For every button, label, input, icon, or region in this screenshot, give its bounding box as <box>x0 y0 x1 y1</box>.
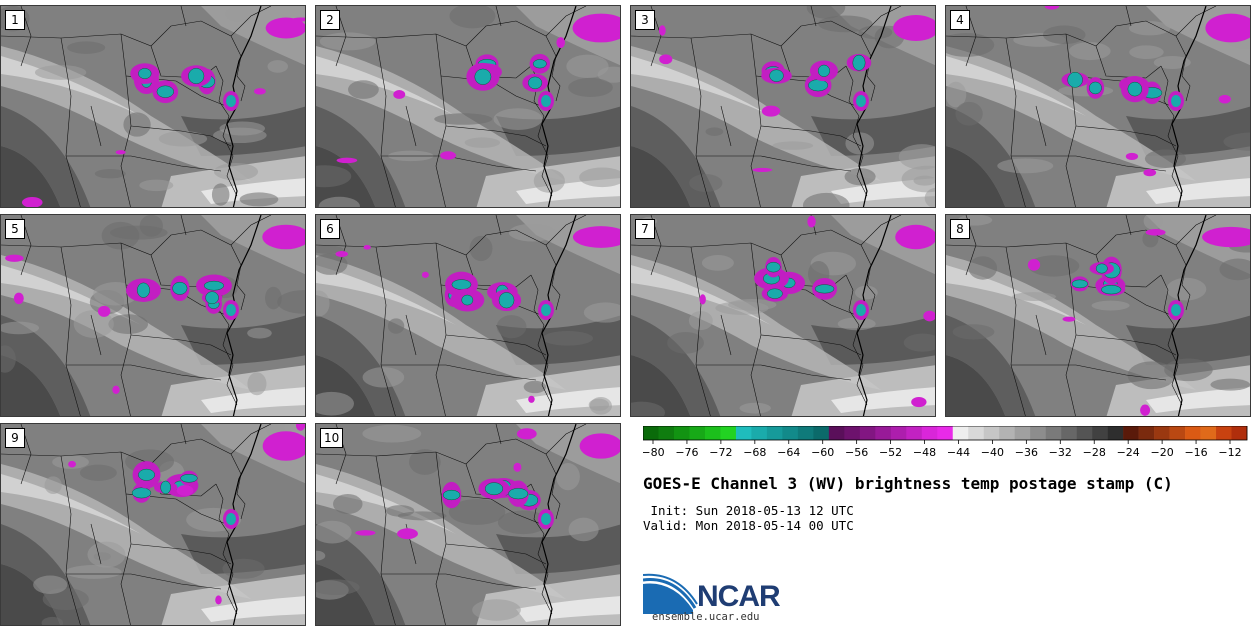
map-panel-9: 9 <box>0 423 306 626</box>
colorbar-segment <box>983 426 1000 440</box>
colorbar-segment <box>875 426 892 440</box>
panel-number-label: 9 <box>5 428 25 448</box>
colorbar-tick-label: −72 <box>709 446 732 459</box>
colorbar-tick-label: −12 <box>1218 446 1241 459</box>
colorbar-tick-label: −76 <box>675 446 698 459</box>
colorbar-segment <box>735 426 752 440</box>
colorbar-segment <box>673 426 690 440</box>
site-url: ensemble.ucar.edu <box>652 611 760 623</box>
panel-number-label: 6 <box>320 219 340 239</box>
colorbar-segment <box>1076 426 1093 440</box>
colorbar-segment <box>766 426 783 440</box>
colorbar-segment <box>1092 426 1108 440</box>
colorbar-tick-label: −24 <box>1117 446 1140 459</box>
satellite-map <box>1 215 305 416</box>
colorbar-segment <box>952 426 969 440</box>
ncar-wordmark: NCAR <box>697 580 781 613</box>
colorbar-tick-label: −20 <box>1151 446 1174 459</box>
init-time: Init: Sun 2018-05-13 12 UTC <box>643 503 854 518</box>
colorbar-tick-label: −64 <box>777 446 800 459</box>
colorbar-tick-label: −40 <box>981 446 1004 459</box>
colorbar-segment <box>1061 426 1077 440</box>
colorbar-segment <box>890 426 907 440</box>
satellite-map <box>316 6 620 207</box>
panel-number-label: 1 <box>5 10 25 30</box>
colorbar: −80 −76 −72 −68 −64 −60 −56 −52 −48 −44 −40 −36 −32−… <box>643 426 1248 459</box>
colorbar-segment <box>658 426 675 440</box>
colorbar-segment <box>1030 426 1046 440</box>
panel-number-label: 4 <box>950 10 970 30</box>
colorbar-tick-label: −68 <box>743 446 766 459</box>
colorbar-segment <box>704 426 721 440</box>
panel-number-label: 10 <box>320 428 344 448</box>
colorbar-segment <box>1123 426 1139 440</box>
satellite-map <box>946 6 1250 207</box>
colorbar-segment <box>782 426 799 440</box>
colorbar-segment <box>921 426 938 440</box>
colorbar-tick-label: −60 <box>811 446 834 459</box>
colorbar-tick-label: −44 <box>947 446 970 459</box>
panel-number-label: 7 <box>635 219 655 239</box>
colorbar-tick-label: −80 <box>643 446 665 459</box>
colorbar-tick-label: −52 <box>879 446 902 459</box>
ncar-logo-icon <box>643 573 698 614</box>
colorbar-segment <box>859 426 876 440</box>
colorbar-segment <box>720 426 737 440</box>
colorbar-segment <box>1154 426 1170 440</box>
panel-number-label: 2 <box>320 10 340 30</box>
colorbar-segment <box>751 426 768 440</box>
map-panel-5: 5 <box>0 214 306 417</box>
map-panel-4: 4 <box>945 5 1251 208</box>
colorbar-segment <box>643 426 659 440</box>
map-panel-3: 3 <box>630 5 936 208</box>
panel-number-label: 8 <box>950 219 970 239</box>
colorbar-segment <box>906 426 923 440</box>
colorbar-tick-label: −56 <box>845 446 868 459</box>
chart-title: GOES-E Channel 3 (WV) brightness temp po… <box>643 474 1173 493</box>
colorbar-tick-label: −36 <box>1015 446 1038 459</box>
colorbar-segment <box>1045 426 1062 440</box>
map-panel-1: 1 <box>0 5 306 208</box>
colorbar-segment <box>844 426 861 440</box>
panel-number-label: 3 <box>635 10 655 30</box>
satellite-map <box>316 424 620 625</box>
satellite-map <box>631 215 935 416</box>
satellite-map <box>631 6 935 207</box>
satellite-map <box>946 215 1250 416</box>
colorbar-tick-label: −48 <box>913 446 936 459</box>
colorbar-segment <box>797 426 814 440</box>
colorbar-segment <box>937 426 954 440</box>
colorbar-segment <box>828 426 845 440</box>
satellite-map <box>1 6 305 207</box>
colorbar-segment <box>999 426 1015 440</box>
colorbar-segment <box>813 426 830 440</box>
satellite-map <box>316 215 620 416</box>
map-panel-7: 7 <box>630 214 936 417</box>
map-panel-8: 8 <box>945 214 1251 417</box>
colorbar-segment <box>1107 426 1124 440</box>
colorbar-tick-label: −16 <box>1184 446 1207 459</box>
valid-time: Valid: Mon 2018-05-14 00 UTC <box>643 518 854 533</box>
colorbar-segment <box>1200 426 1217 440</box>
colorbar-segment <box>689 426 706 440</box>
colorbar-segment <box>968 426 985 440</box>
colorbar-segment <box>1138 426 1155 440</box>
colorbar-tick-label: −32 <box>1049 446 1072 459</box>
map-panel-6: 6 <box>315 214 621 417</box>
colorbar-segment <box>1216 426 1232 440</box>
colorbar-tick-label: −28 <box>1083 446 1106 459</box>
map-panel-10: 10 <box>315 423 621 626</box>
colorbar-segment <box>1014 426 1031 440</box>
colorbar-segment <box>1231 426 1248 440</box>
satellite-map <box>1 424 305 625</box>
colorbar-segment <box>1169 426 1186 440</box>
map-panel-2: 2 <box>315 5 621 208</box>
panel-number-label: 5 <box>5 219 25 239</box>
colorbar-segment <box>1185 426 1201 440</box>
